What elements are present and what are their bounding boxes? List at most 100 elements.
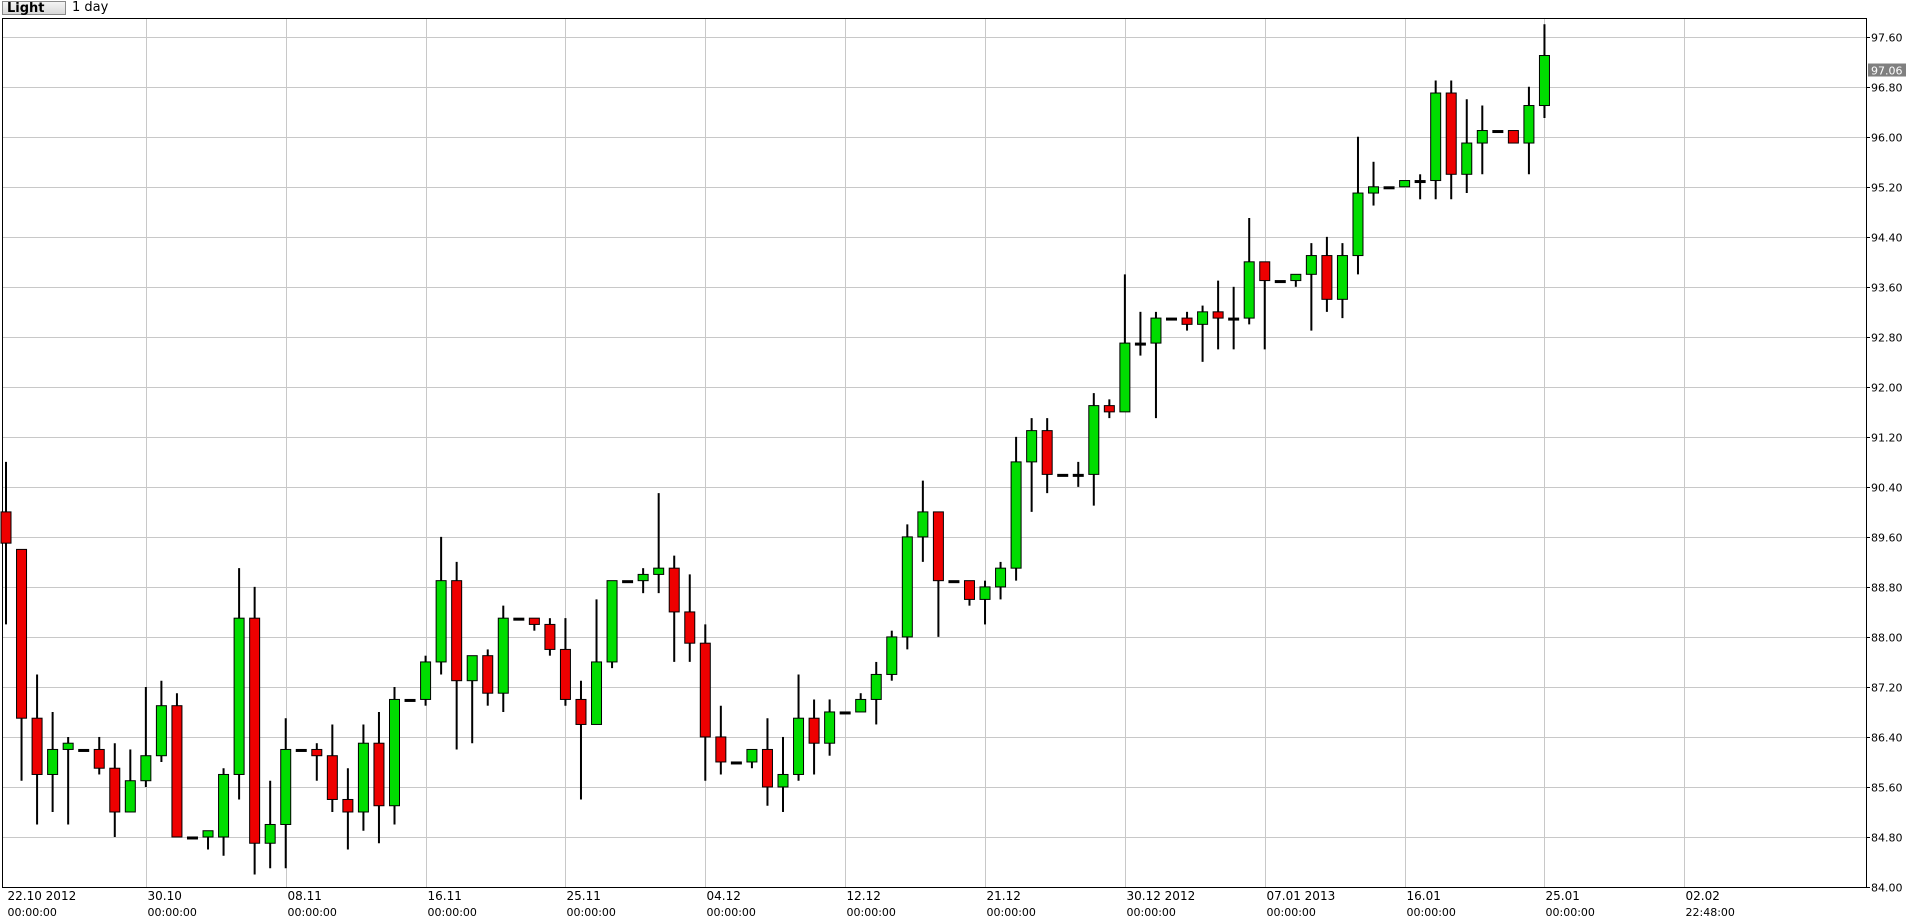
candle-body — [1538, 55, 1550, 107]
chart-style-button[interactable]: Light — [2, 1, 66, 16]
candle-body — [466, 655, 478, 682]
x-time-label: 00:00:00 — [707, 906, 756, 919]
x-time-label: 00:00:00 — [987, 906, 1036, 919]
candle-body — [420, 661, 432, 700]
period-label: 1 day — [72, 0, 109, 15]
candle-body — [451, 580, 463, 682]
candle-body — [1057, 473, 1069, 477]
y-tick-label: 92.00 — [1871, 382, 1903, 395]
candle-body — [870, 673, 882, 700]
candle-body — [342, 798, 354, 813]
y-tick-label: 89.60 — [1871, 532, 1903, 545]
candle-body — [824, 711, 836, 744]
candle-body — [1041, 430, 1053, 475]
candle-body — [218, 773, 230, 838]
candle-body — [1197, 311, 1209, 325]
candle-body — [264, 823, 276, 844]
candle-body — [233, 617, 245, 775]
y-tick-label: 96.80 — [1871, 82, 1903, 95]
candle-body — [109, 767, 121, 813]
candle-body — [1352, 192, 1364, 257]
candle-body — [1166, 317, 1177, 321]
y-tick-label: 97.60 — [1871, 32, 1903, 45]
candle-body — [1492, 130, 1504, 134]
candle-body — [326, 755, 338, 800]
candle-body — [1321, 255, 1333, 300]
candle-body — [389, 698, 400, 807]
candle-body — [62, 742, 74, 750]
candle-body — [1290, 273, 1302, 282]
candle-body — [1072, 473, 1084, 477]
x-date-label: 25.11 — [567, 889, 601, 903]
candle-body — [1399, 180, 1411, 188]
candle-body — [839, 711, 851, 715]
candle-body — [357, 742, 369, 813]
candle-body — [668, 567, 680, 613]
x-date-label: 30.12 2012 — [1127, 889, 1196, 903]
candle-body — [295, 748, 307, 752]
candle-body — [559, 648, 571, 700]
candle-body — [932, 511, 944, 582]
candle-body — [855, 698, 867, 713]
candle-body — [1445, 92, 1457, 175]
candle-body — [1383, 186, 1395, 190]
candle-body — [482, 655, 494, 694]
x-time-label: 00:00:00 — [1267, 906, 1316, 919]
candle-body — [528, 617, 540, 625]
candle-body — [280, 748, 292, 825]
candle-body — [793, 717, 805, 775]
candle-body — [1088, 405, 1100, 475]
candle-body — [684, 611, 696, 644]
candle-body — [653, 567, 665, 575]
candle-body — [575, 698, 587, 725]
y-tick-label: 96.00 — [1871, 132, 1903, 145]
y-tick-label: 85.60 — [1871, 782, 1903, 795]
y-tick-label: 94.40 — [1871, 232, 1903, 245]
candle-body — [1507, 130, 1519, 144]
x-time-label: 00:00:00 — [1127, 906, 1176, 919]
candle-body — [186, 836, 198, 840]
y-tick-label: 88.00 — [1871, 632, 1903, 645]
x-time-label: 00:00:00 — [148, 906, 197, 919]
candle-body — [311, 748, 323, 757]
candle-body — [404, 698, 416, 702]
last-price-label: 97.06 — [1871, 65, 1903, 78]
candle-body — [1181, 317, 1193, 325]
y-tick-label: 86.40 — [1871, 732, 1903, 745]
candle-body — [886, 636, 898, 675]
y-tick-label: 93.60 — [1871, 282, 1903, 295]
x-date-label: 07.01 2013 — [1267, 889, 1336, 903]
y-tick-label: 84.00 — [1871, 882, 1903, 895]
x-date-label: 22.10 2012 — [8, 889, 77, 903]
y-tick-label: 91.20 — [1871, 432, 1903, 445]
candle-body — [140, 755, 152, 782]
candle-body — [699, 642, 711, 738]
candle-body — [249, 617, 261, 844]
candle-body — [1305, 255, 1317, 275]
candle-body — [979, 586, 991, 600]
candle-body — [513, 617, 525, 621]
candle-body — [155, 705, 167, 757]
candle-body — [1212, 311, 1224, 319]
x-time-label: 00:00:00 — [1546, 906, 1595, 919]
plot-border — [2, 18, 1867, 888]
y-tick-label: 84.80 — [1871, 832, 1903, 845]
candle-body — [435, 580, 447, 663]
candle-body — [591, 661, 603, 725]
last-price-marker — [1868, 63, 1906, 77]
x-date-label: 12.12 — [847, 889, 881, 903]
candle-body — [1476, 130, 1488, 144]
candle-body — [606, 580, 618, 663]
candle-body — [1026, 430, 1038, 463]
candle-body — [1010, 461, 1022, 569]
x-time-label: 00:00:00 — [8, 906, 57, 919]
y-tick-label: 87.20 — [1871, 682, 1903, 695]
candle-body — [93, 748, 105, 769]
candle-body — [777, 773, 789, 788]
candle-body — [1119, 342, 1131, 413]
candle-body — [171, 705, 183, 838]
x-date-label: 21.12 — [987, 889, 1021, 903]
candle-body — [808, 717, 820, 744]
candle-body — [995, 567, 1007, 588]
